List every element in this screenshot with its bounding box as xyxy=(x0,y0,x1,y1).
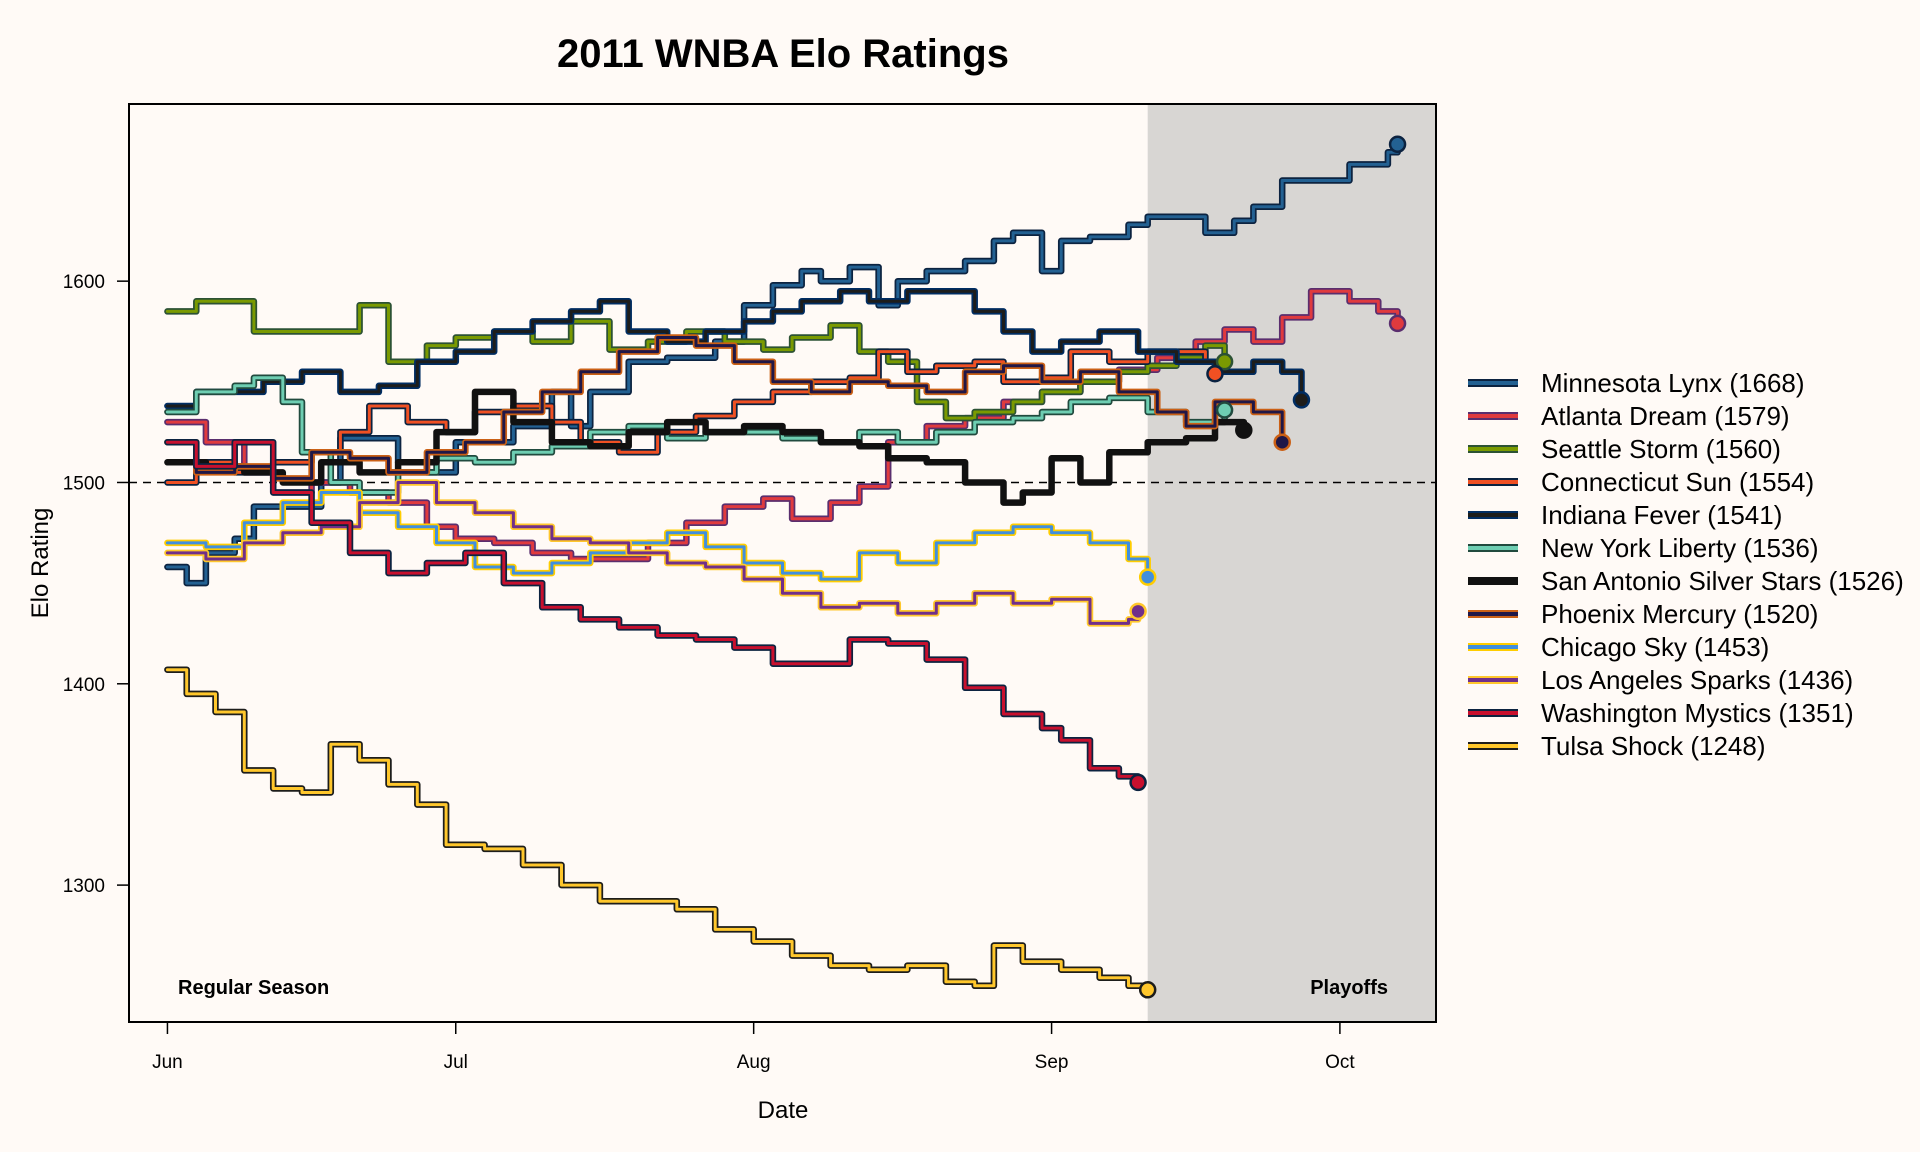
legend-entry-seattle-storm: Seattle Storm (1560) xyxy=(1468,434,1781,464)
endpoint-layer xyxy=(1129,135,1407,999)
endpoint-new-york-liberty xyxy=(1215,401,1234,419)
endpoint-seattle-storm xyxy=(1215,352,1234,371)
legend-entry-indiana-fever: Indiana Fever (1541) xyxy=(1468,500,1782,530)
legend-label: Atlanta Dream (1579) xyxy=(1541,401,1790,431)
legend-entry-phoenix-mercury: Phoenix Mercury (1520) xyxy=(1468,599,1818,629)
x-tick-label: Jul xyxy=(444,1052,468,1073)
legend-label: Seattle Storm (1560) xyxy=(1541,434,1781,464)
x-axis-label: Date xyxy=(758,1097,809,1124)
legend-entry-new-york-liberty: New York Liberty (1536) xyxy=(1468,533,1818,563)
series-line xyxy=(165,491,1150,581)
plot-frame xyxy=(128,103,1437,1023)
endpoint-phoenix-mercury xyxy=(1273,433,1291,451)
legend-label: Los Angeles Sparks (1436) xyxy=(1541,665,1853,695)
series-line xyxy=(165,350,1217,484)
series-phoenix-mercury xyxy=(164,334,1286,482)
y-tick-label: 1300 xyxy=(63,876,105,897)
endpoint-san-antonio-silver-stars xyxy=(1235,421,1253,439)
legend-label: New York Liberty (1536) xyxy=(1541,533,1818,563)
endpoint-tulsa-shock xyxy=(1138,981,1157,999)
legend-label: Phoenix Mercury (1520) xyxy=(1541,599,1818,629)
endpoint-indiana-fever xyxy=(1292,391,1311,409)
series-line xyxy=(165,289,1303,408)
legend-label: Chicago Sky (1453) xyxy=(1541,632,1769,662)
series-line xyxy=(165,390,1246,505)
series-tulsa-shock xyxy=(164,666,1151,994)
x-tick-label: Sep xyxy=(1035,1052,1069,1073)
y-tick-label: 1600 xyxy=(63,272,105,293)
y-tick-label: 1500 xyxy=(63,473,105,494)
y-axis-label: Elo Rating xyxy=(27,508,54,619)
region-layer xyxy=(129,104,1436,1022)
chart-title: 2011 WNBA Elo Ratings xyxy=(557,32,1009,76)
legend-entry-atlanta-dream: Atlanta Dream (1579) xyxy=(1468,401,1790,431)
region-regular-season xyxy=(129,104,1148,1022)
region-label-layer: Regular Season Playoffs xyxy=(178,977,1388,999)
series-line xyxy=(165,142,1400,585)
legend-entry-san-antonio-silver-stars: San Antonio Silver Stars (1526) xyxy=(1468,566,1904,596)
legend-entry-chicago-sky: Chicago Sky (1453) xyxy=(1468,632,1769,662)
endpoint-chicago-sky xyxy=(1138,568,1157,586)
legend: Minnesota Lynx (1668)Atlanta Dream (1579… xyxy=(1468,368,1904,761)
legend-label: San Antonio Silver Stars (1526) xyxy=(1541,566,1904,596)
legend-entry-los-angeles-sparks: Los Angeles Sparks (1436) xyxy=(1468,665,1853,695)
endpoint-minnesota-lynx xyxy=(1388,135,1407,154)
series-san-antonio-silver-stars xyxy=(164,388,1248,506)
endpoint-connecticut-sun xyxy=(1206,365,1224,383)
x-tick-label: Aug xyxy=(737,1052,771,1073)
legend-label: Tulsa Shock (1248) xyxy=(1541,731,1765,761)
series-indiana-fever xyxy=(164,287,1305,410)
legend-entry-minnesota-lynx: Minnesota Lynx (1668) xyxy=(1468,368,1805,398)
region-label-regular-season: Regular Season xyxy=(178,977,329,999)
region-label-playoffs: Playoffs xyxy=(1310,977,1388,999)
legend-label: Washington Mystics (1351) xyxy=(1541,698,1854,728)
x-tick-label: Oct xyxy=(1325,1052,1355,1073)
series-washington-mystics xyxy=(164,438,1142,786)
endpoint-atlanta-dream xyxy=(1388,314,1407,333)
legend-entry-washington-mystics: Washington Mystics (1351) xyxy=(1468,698,1854,728)
legend-entry-connecticut-sun: Connecticut Sun (1554) xyxy=(1468,467,1814,497)
legend-label: Minnesota Lynx (1668) xyxy=(1541,368,1805,398)
endpoint-los-angeles-sparks xyxy=(1129,602,1147,621)
legend-label: Indiana Fever (1541) xyxy=(1541,500,1782,530)
x-tick-label: Jun xyxy=(152,1052,183,1073)
y-tick-label: 1400 xyxy=(63,675,105,696)
series-chicago-sky xyxy=(164,489,1151,583)
series-line xyxy=(165,440,1140,784)
series-atlanta-dream xyxy=(164,287,1401,563)
legend-entry-tulsa-shock: Tulsa Shock (1248) xyxy=(1468,731,1765,761)
x-axis: Jun Jul Aug Sep Oct xyxy=(152,1022,1355,1073)
series-line xyxy=(165,668,1150,992)
series-line xyxy=(165,289,1400,561)
series-connecticut-sun xyxy=(164,348,1219,486)
series-line xyxy=(165,336,1284,480)
region-playoffs xyxy=(1147,104,1436,1022)
y-axis: 1300 1400 1500 1600 xyxy=(63,272,129,897)
series-minnesota-lynx xyxy=(164,141,1401,587)
legend-label: Connecticut Sun (1554) xyxy=(1541,467,1814,497)
series-layer xyxy=(164,141,1401,994)
endpoint-washington-mystics xyxy=(1129,773,1147,792)
